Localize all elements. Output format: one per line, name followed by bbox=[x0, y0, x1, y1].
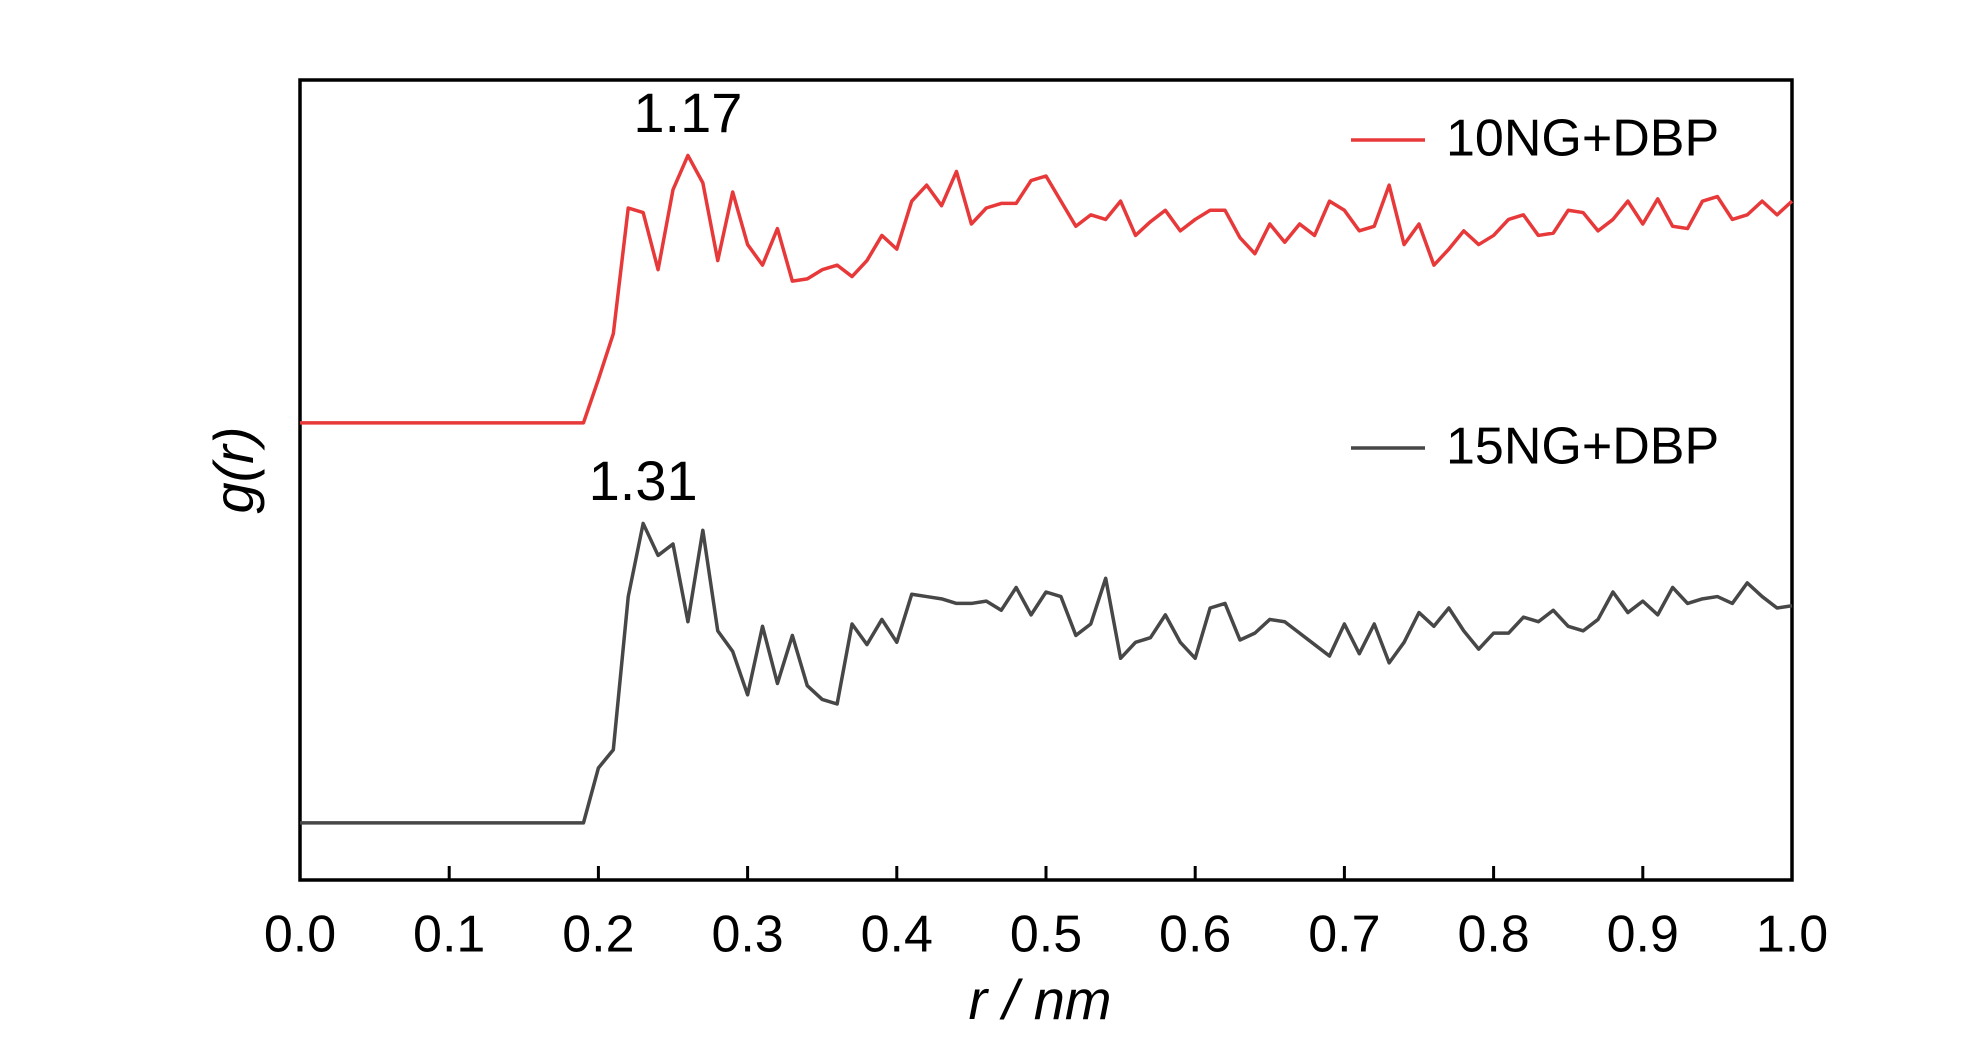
x-tick-label: 0.2 bbox=[562, 906, 634, 964]
x-tick-label: 0.8 bbox=[1457, 906, 1529, 964]
legend-label: 15NG+DBP bbox=[1446, 418, 1719, 476]
legend-label: 10NG+DBP bbox=[1446, 110, 1719, 168]
x-tick-label: 0.3 bbox=[711, 906, 783, 964]
x-tick-label: 0.5 bbox=[1010, 906, 1082, 964]
peak-annotation: 1.17 bbox=[633, 81, 742, 144]
x-tick-label: 0.7 bbox=[1308, 906, 1380, 964]
peak-annotation: 1.31 bbox=[589, 449, 698, 512]
x-tick-label: 0.1 bbox=[413, 906, 485, 964]
series-line bbox=[300, 153, 1794, 425]
series-line bbox=[300, 521, 1793, 825]
x-tick-label: 0.0 bbox=[264, 906, 336, 964]
x-tick-label: 1.0 bbox=[1756, 906, 1828, 964]
plot-frame bbox=[298, 78, 1794, 882]
x-tick-label: 0.6 bbox=[1159, 906, 1231, 964]
x-axis-title: r / nm bbox=[968, 968, 1111, 1031]
x-tick-label: 0.9 bbox=[1607, 906, 1679, 964]
y-axis-title: g(r) bbox=[202, 426, 265, 513]
x-tick-label: 0.4 bbox=[861, 906, 933, 964]
